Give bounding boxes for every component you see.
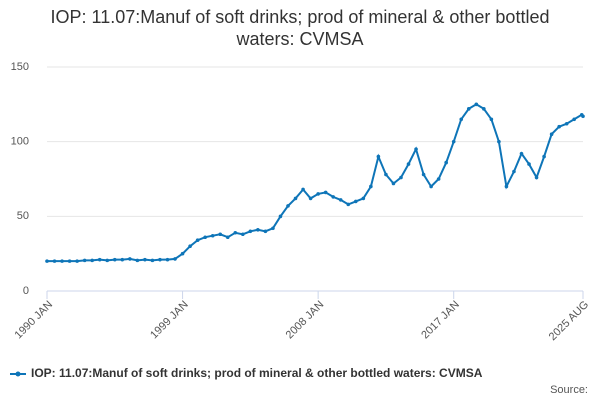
- data-point: [203, 235, 207, 240]
- data-point: [112, 257, 117, 262]
- series-line: [47, 103, 584, 263]
- data-point: [225, 235, 230, 240]
- data-point: [233, 230, 238, 235]
- data-point: [165, 257, 170, 262]
- data-point: [519, 151, 524, 156]
- data-point: [241, 232, 245, 237]
- data-point: [256, 227, 260, 232]
- data-point: [384, 172, 388, 177]
- data-point: [52, 259, 57, 263]
- data-point: [512, 169, 516, 174]
- data-point: [128, 257, 132, 261]
- data-point: [60, 259, 64, 263]
- data-point: [497, 139, 501, 144]
- y-tick-label: 50: [17, 210, 29, 222]
- data-point: [421, 172, 426, 177]
- data-point: [346, 202, 351, 207]
- x-tick-label: 2025 AUG: [547, 299, 591, 343]
- data-point: [120, 257, 125, 262]
- x-tick-label: 2017 JAN: [419, 299, 462, 342]
- data-point: [557, 124, 561, 129]
- source: Source:: [550, 384, 588, 396]
- data-point: [406, 162, 411, 166]
- data-point: [210, 233, 215, 238]
- data-point: [369, 184, 373, 189]
- data-point: [180, 251, 185, 256]
- data-point: [581, 114, 585, 119]
- data-point: [263, 229, 268, 234]
- data-point: [549, 132, 554, 136]
- legend-label: IOP: 11.07:Manuf of soft drinks; prod of…: [31, 366, 483, 380]
- data-point: [338, 198, 343, 202]
- x-tick-label: 1999 JAN: [148, 299, 191, 342]
- data-point: [504, 184, 509, 189]
- data-point: [90, 258, 94, 263]
- data-point: [331, 195, 336, 199]
- data-point: [542, 154, 546, 159]
- data-point: [67, 259, 72, 263]
- data-point: [301, 187, 305, 192]
- data-point: [391, 181, 396, 186]
- data-point: [429, 184, 433, 189]
- data-point: [353, 199, 358, 204]
- data-point: [399, 175, 403, 180]
- data-point: [534, 175, 539, 180]
- data-point: [444, 160, 448, 165]
- data-point: [158, 257, 162, 262]
- y-tick-label: 0: [23, 285, 29, 297]
- data-point: [451, 139, 456, 144]
- data-point: [218, 232, 223, 237]
- data-point: [376, 154, 381, 159]
- data-point: [474, 102, 479, 107]
- data-point: [271, 226, 275, 231]
- data-point: [173, 257, 177, 261]
- data-point: [150, 258, 155, 263]
- data-point: [97, 257, 102, 262]
- data-point: [316, 192, 320, 196]
- data-point: [482, 107, 486, 111]
- y-tick-label: 150: [11, 61, 29, 73]
- data-point: [82, 258, 87, 263]
- data-point: [75, 259, 79, 263]
- data-point: [105, 258, 110, 263]
- data-point: [286, 204, 290, 208]
- data-point: [188, 244, 192, 248]
- data-point: [489, 117, 494, 122]
- data-point: [135, 258, 140, 263]
- data-point: [527, 162, 531, 166]
- legend-marker: [15, 371, 21, 377]
- data-point: [195, 238, 200, 243]
- data-point: [278, 214, 283, 219]
- y-tick-label: 100: [11, 136, 29, 148]
- chart-title: IOP: 11.07:Manuf of soft drinks; prod of…: [50, 7, 550, 49]
- x-tick-label: 1990 JAN: [13, 299, 56, 342]
- data-point: [143, 257, 147, 262]
- data-point: [248, 229, 253, 234]
- data-point: [361, 196, 366, 201]
- x-tick-label: 2008 JAN: [284, 299, 327, 342]
- data-point: [572, 117, 577, 122]
- data-point: [564, 121, 569, 126]
- data-point: [293, 196, 298, 201]
- data-point: [436, 177, 441, 181]
- data-point: [308, 196, 313, 201]
- data-point: [459, 117, 464, 122]
- data-point: [45, 259, 49, 263]
- data-point: [466, 107, 471, 111]
- data-point: [323, 190, 328, 195]
- data-point: [414, 147, 418, 151]
